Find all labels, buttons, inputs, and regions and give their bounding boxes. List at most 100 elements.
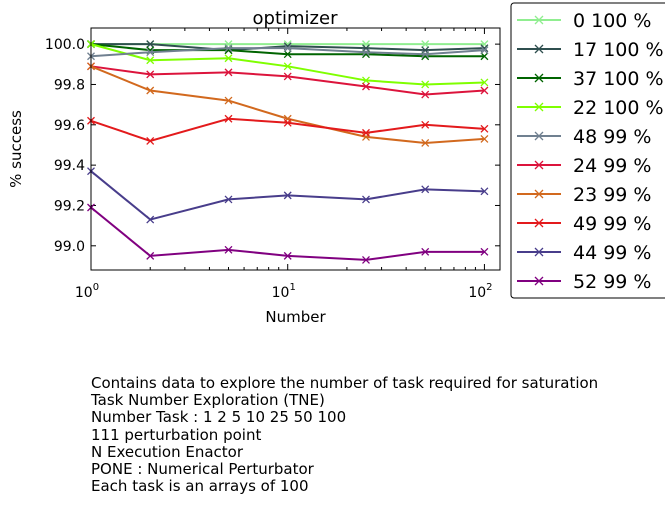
data-point-marker xyxy=(283,251,292,260)
legend-label: 44 99 % xyxy=(573,242,652,264)
legend-item: 22 100 % xyxy=(517,97,664,119)
data-point-marker xyxy=(283,191,292,200)
data-point-marker xyxy=(480,46,489,55)
legend-label: 49 99 % xyxy=(573,213,652,235)
x-tick-label: 102 xyxy=(468,282,492,301)
legend-marker xyxy=(534,131,544,141)
line-chart: optimizer 99.0 99.2 99.4 99.6 99.8 100.0 100 10… xyxy=(7,2,665,326)
legend-item: 24 99 % xyxy=(517,155,652,177)
series-group xyxy=(87,114,489,145)
legend-label: 22 100 % xyxy=(573,97,664,119)
y-tick-label: 99.2 xyxy=(54,198,85,214)
series-layer xyxy=(87,40,489,264)
series-group xyxy=(87,40,489,89)
legend-label: 52 99 % xyxy=(573,271,652,293)
data-point-marker xyxy=(224,195,233,204)
y-tick-label: 99.4 xyxy=(54,158,85,174)
data-point-marker xyxy=(480,86,489,95)
y-axis-label: % success xyxy=(7,110,25,188)
y-tick-label: 99.8 xyxy=(54,77,85,93)
x-axis-label: Number xyxy=(265,308,326,326)
legend-item: 0 100 % xyxy=(517,10,652,32)
data-point-marker xyxy=(480,52,489,61)
data-point-marker xyxy=(146,40,155,49)
caption-line: Task Number Exploration (TNE) xyxy=(91,391,325,410)
series-group xyxy=(87,44,489,61)
legend-item: 17 100 % xyxy=(517,39,664,61)
series-group xyxy=(87,62,489,147)
legend-label: 23 99 % xyxy=(573,184,652,206)
data-point-marker xyxy=(480,247,489,256)
legend-label: 37 100 % xyxy=(573,68,664,90)
legend-marker xyxy=(534,189,544,199)
data-point-marker xyxy=(224,68,233,77)
series-group xyxy=(87,203,489,264)
legend-item: 52 99 % xyxy=(517,271,652,293)
data-point-marker xyxy=(146,215,155,224)
data-point-marker xyxy=(283,72,292,81)
data-point-marker xyxy=(421,185,430,194)
data-point-marker xyxy=(224,114,233,123)
data-point-marker xyxy=(283,44,292,53)
data-point-marker xyxy=(146,251,155,260)
legend-marker xyxy=(534,73,544,83)
x-tick-label: 100 xyxy=(75,282,99,301)
data-point-marker xyxy=(283,50,292,59)
data-point-marker xyxy=(480,187,489,196)
legend-label: 0 100 % xyxy=(573,10,652,32)
data-point-marker xyxy=(480,78,489,87)
legend-frame xyxy=(510,2,665,299)
data-point-marker xyxy=(421,90,430,99)
x-tick-label: 101 xyxy=(272,282,296,301)
data-point-marker xyxy=(362,255,370,264)
legend: 0 100 % 17 100 % 37 100 % 22 100 % 48 99 % 24… xyxy=(510,2,665,299)
data-point-marker xyxy=(283,62,292,71)
legend-item: 37 100 % xyxy=(517,68,664,90)
data-point-marker xyxy=(362,128,370,137)
data-point-marker xyxy=(146,70,155,79)
y-tick-label: 100.0 xyxy=(45,37,85,53)
legend-item: 49 99 % xyxy=(517,213,652,235)
caption-line: N Execution Enactor xyxy=(91,442,244,461)
data-point-marker xyxy=(421,247,430,256)
data-point-marker xyxy=(362,82,370,91)
legend-label: 17 100 % xyxy=(573,39,664,61)
caption-line: Contains data to explore the number of t… xyxy=(91,374,599,392)
data-point-marker xyxy=(421,40,430,49)
data-point-marker xyxy=(224,245,233,254)
caption-line: Each task is an arrays of 100 xyxy=(91,477,309,496)
series-group xyxy=(87,167,489,224)
y-tick-label: 99.6 xyxy=(54,118,85,134)
data-point-marker xyxy=(421,138,430,147)
legend-label: 48 99 % xyxy=(573,126,652,148)
data-point-marker xyxy=(362,195,370,204)
legend-item: 48 99 % xyxy=(517,126,652,148)
legend-item: 44 99 % xyxy=(517,242,652,264)
legend-marker xyxy=(534,276,544,286)
caption-line: Number Task : 1 2 5 10 25 50 100 xyxy=(91,408,347,427)
data-point-marker xyxy=(224,54,233,63)
legend-marker xyxy=(534,160,544,170)
data-point-marker xyxy=(480,134,489,143)
data-point-marker xyxy=(146,136,155,145)
legend-marker xyxy=(534,44,544,54)
caption-line: 111 perturbation point xyxy=(91,425,262,444)
data-point-marker xyxy=(480,124,489,133)
plot-area-frame xyxy=(90,27,501,271)
chart-title: optimizer xyxy=(253,8,339,29)
data-point-marker xyxy=(224,96,233,105)
legend-marker xyxy=(534,247,544,257)
legend-label: 24 99 % xyxy=(573,155,652,177)
series-line xyxy=(90,65,485,144)
caption-line: PONE : Numerical Perturbator xyxy=(91,460,314,479)
data-point-marker xyxy=(421,50,430,59)
legend-marker xyxy=(534,102,544,112)
data-point-marker xyxy=(146,56,155,65)
data-point-marker xyxy=(146,86,155,95)
legend-marker xyxy=(534,218,544,228)
legend-marker xyxy=(534,15,544,25)
y-tick-label: 99.0 xyxy=(54,239,85,255)
data-point-marker xyxy=(421,80,430,89)
legend-item: 23 99 % xyxy=(517,184,652,206)
data-point-marker xyxy=(146,48,155,57)
